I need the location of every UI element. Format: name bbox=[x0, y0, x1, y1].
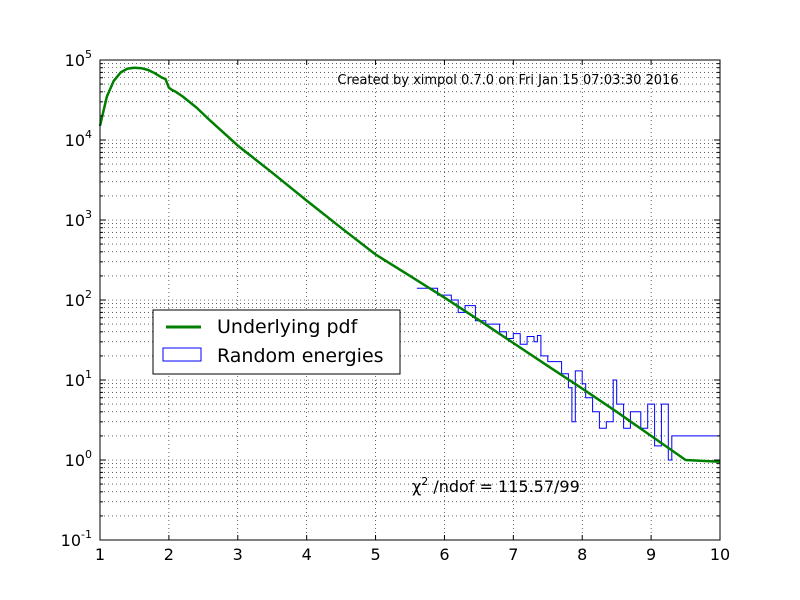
line-underlying-pdf bbox=[98, 66, 721, 464]
x-tick-label: 9 bbox=[646, 545, 656, 564]
legend-label-underlying-pdf: Underlying pdf bbox=[217, 316, 359, 338]
x-tick-label: 7 bbox=[508, 545, 518, 564]
chi-symbol: χ bbox=[412, 477, 421, 496]
y-tick-label: 100 bbox=[65, 448, 92, 470]
y-tick-label: 101 bbox=[65, 368, 92, 390]
plot-area bbox=[98, 66, 721, 464]
y-tick-exponent: 3 bbox=[85, 208, 92, 221]
legend-box bbox=[152, 309, 401, 375]
y-tick-label: 103 bbox=[65, 208, 92, 230]
y-tick-base: 10 bbox=[65, 451, 85, 470]
y-tick-exponent: 5 bbox=[85, 48, 92, 61]
legend: Underlying pdf Random energies bbox=[152, 309, 401, 375]
x-tick-label: 4 bbox=[302, 545, 312, 564]
chi2-annotation: χ2 /ndof = 115.57/99 bbox=[412, 475, 580, 496]
x-tick-label: 1 bbox=[95, 545, 105, 564]
chi-superscript: 2 bbox=[421, 475, 428, 488]
histogram-random-energies bbox=[416, 287, 720, 461]
y-tick-exponent: 2 bbox=[85, 288, 92, 301]
y-tick-label: 104 bbox=[65, 128, 92, 150]
x-tick-label: 10 bbox=[710, 545, 730, 564]
y-tick-exponent: 0 bbox=[85, 448, 92, 461]
y-tick-exponent: -1 bbox=[81, 528, 92, 541]
y-tick-base: 10 bbox=[65, 131, 85, 150]
x-tick-label: 2 bbox=[164, 545, 174, 564]
y-tick-base: 10 bbox=[65, 211, 85, 230]
x-tick-label: 5 bbox=[370, 545, 380, 564]
y-tick-base: 10 bbox=[65, 291, 85, 310]
y-tick-label: 102 bbox=[65, 288, 92, 310]
x-tick-label: 8 bbox=[577, 545, 587, 564]
y-tick-base: 10 bbox=[65, 51, 85, 70]
y-tick-base: 10 bbox=[61, 531, 81, 550]
grid bbox=[100, 60, 720, 540]
legend-label-random-energies: Random energies bbox=[217, 345, 384, 367]
y-tick-base: 10 bbox=[65, 371, 85, 390]
chi-ratio-text: /ndof = 115.57/99 bbox=[428, 477, 580, 496]
created-by-annotation: Created by ximpol 0.7.0 on Fri Jan 15 07… bbox=[337, 73, 678, 88]
y-tick-label: 10-1 bbox=[61, 528, 92, 550]
y-tick-exponent: 1 bbox=[85, 368, 92, 381]
x-tick-label: 6 bbox=[439, 545, 449, 564]
y-tick-label: 105 bbox=[65, 48, 92, 70]
legend-swatch-random-energies bbox=[162, 347, 202, 362]
x-tick-label: 3 bbox=[233, 545, 243, 564]
y-tick-exponent: 4 bbox=[85, 128, 92, 141]
